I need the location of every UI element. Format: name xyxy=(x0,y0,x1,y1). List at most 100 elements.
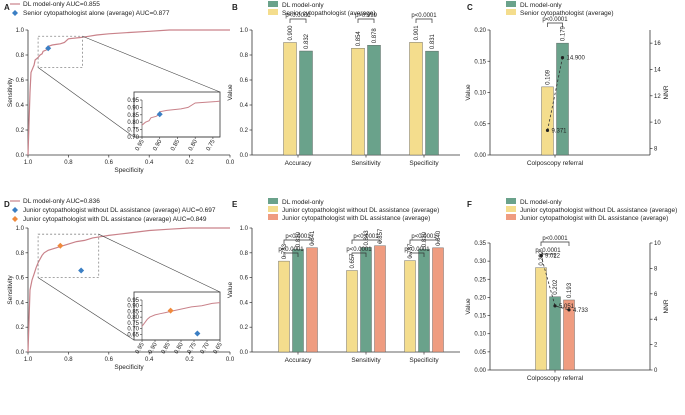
inset-x-tick-label: 0.75 xyxy=(206,138,217,152)
legend-label: Junior cytopathologist without DL assist… xyxy=(282,207,439,214)
y2-axis-title: NNR xyxy=(663,85,670,99)
y-tick-label: 0.6 xyxy=(16,276,25,282)
x-tick-label: Colposcopy referral xyxy=(527,375,584,382)
y-tick-label: 1.0 xyxy=(240,226,249,232)
y2-tick-label: 4 xyxy=(654,317,658,323)
legend-label: Junior cytopathologist without DL assist… xyxy=(23,207,216,214)
bar-value-label: 0.901 xyxy=(414,25,420,41)
nnr-point xyxy=(567,308,571,312)
significance-bracket xyxy=(409,252,425,257)
y-axis-title: Sensitivity xyxy=(7,275,14,305)
inset-y-tick-label: 0.80 xyxy=(127,315,139,321)
p-value-label: p<0.0001 xyxy=(404,247,430,253)
roc-curve-dl-model xyxy=(27,227,230,353)
x-axis-title: Specificity xyxy=(114,167,144,174)
legend-swatch xyxy=(506,9,516,15)
legend-swatch xyxy=(506,198,516,204)
legend-label: Junior cytopathologist with DL assistanc… xyxy=(282,215,430,222)
y-tick-label: 0.15 xyxy=(474,59,486,65)
x-tick-label: Sensitivity xyxy=(351,357,381,364)
zoom-region-box xyxy=(37,35,83,68)
bar-value-label: 0.843 xyxy=(364,230,370,246)
x-tick-label: 0.2 xyxy=(185,357,194,363)
p-value-label: p<0.0001 xyxy=(285,234,311,240)
panel-letter-D: D xyxy=(4,200,10,209)
y-tick-label: 0.05 xyxy=(474,350,486,356)
inset-x-tick-label: 0.65 xyxy=(213,341,224,355)
p-value-label: p<0.0001 xyxy=(411,13,437,19)
significance-bracket xyxy=(547,22,563,27)
reader-point-1 xyxy=(45,45,52,52)
bar-value-label: 0.841 xyxy=(310,230,316,246)
nnr-value-label: 9.371 xyxy=(552,128,568,134)
bar-senior-cytopathologist-average--0 xyxy=(283,42,297,156)
bar-value-label: 0.737 xyxy=(408,243,414,259)
legend-marker-swatch xyxy=(12,10,18,16)
inset-x-tick-label: 0.75 xyxy=(187,341,198,355)
y-tick-label: 0.2 xyxy=(16,325,25,331)
bar-senior-cytopathologist-average--1 xyxy=(351,48,365,156)
bar-junior-cytopathologist-with-dl-assistance-average--0 xyxy=(563,299,575,371)
y-tick-label: 0.4 xyxy=(16,103,25,109)
y-axis-title: Sensitivity xyxy=(7,77,14,107)
bar-junior-cytopathologist-without-dl-assistance-average--2 xyxy=(404,260,416,353)
legend-label: DL model-only xyxy=(520,199,562,206)
inset-y-tick-label: 0.65 xyxy=(127,332,139,338)
inset-frame xyxy=(133,291,221,341)
inset-y-tick-label: 0.90 xyxy=(127,105,139,111)
inset-y-tick-label: 0.95 xyxy=(127,298,139,304)
x-tick-label: 0.8 xyxy=(64,160,73,166)
y-tick-label: 0.20 xyxy=(474,28,486,34)
y2-tick-label: 6 xyxy=(654,292,658,298)
p-value-label: p<0.0001 xyxy=(542,17,568,23)
inset-x-tick-label: 0.90 xyxy=(148,341,159,355)
y-tick-label: 0.0 xyxy=(240,153,249,159)
nnr-point xyxy=(553,304,557,308)
bar-value-label: 0.109 xyxy=(546,69,552,85)
inset-y-tick-label: 0.70 xyxy=(127,327,139,333)
significance-bracket xyxy=(289,18,307,23)
inset-plot: 0.95 0.90 0.85 0.80 0.750.700.750.800.850.90… xyxy=(127,91,221,152)
bar-dl-model-only-1 xyxy=(360,247,372,353)
legend-swatch xyxy=(268,206,278,212)
nnr-point xyxy=(560,56,565,60)
inset-plot: 0.95 0.90 0.85 0.80 0.75 0.70 0.650.650.700.75… xyxy=(127,291,224,355)
inset-y-tick-label: 0.85 xyxy=(127,309,139,315)
inset-reader-point-2 xyxy=(167,307,174,314)
inset-frame xyxy=(133,91,221,138)
p-value-label: p<0.0001 xyxy=(353,234,379,240)
y-tick-label: 0.6 xyxy=(16,78,25,84)
significance-bracket xyxy=(540,241,570,246)
y-tick-label: 0.2 xyxy=(240,128,249,134)
x-tick-label: 0.6 xyxy=(105,357,114,363)
p-value-label: p<0.0001 xyxy=(535,248,561,254)
y-tick-label: 0.00 xyxy=(474,153,486,159)
y-tick-label: 0.25 xyxy=(474,277,486,283)
p-value-label: p<0.0001 xyxy=(285,13,311,19)
zoom-region-box xyxy=(37,233,100,278)
bar-value-label: 0.840 xyxy=(436,230,442,246)
bar-value-label: 0.830 xyxy=(296,231,302,247)
inset-y-tick-label: 0.90 xyxy=(127,304,139,310)
nnr-point xyxy=(545,128,550,132)
bar-junior-cytopathologist-without-dl-assistance-average--0 xyxy=(535,267,547,371)
x-tick-label: Accuracy xyxy=(285,357,312,364)
bar-value-label: 0.202 xyxy=(553,279,559,295)
zoom-connector xyxy=(37,67,135,138)
bar-dl-model-only-1 xyxy=(367,45,381,156)
inset-roc-curve xyxy=(142,100,220,126)
bar-value-label: 0.831 xyxy=(430,33,436,49)
significance-bracket xyxy=(409,239,439,244)
y-tick-label: 0.8 xyxy=(16,251,25,257)
legend-label: DL model-only xyxy=(282,199,324,206)
bar-senior-cytopathologist-average--2 xyxy=(409,42,423,156)
y-tick-label: 0.20 xyxy=(474,295,486,301)
y-axis-title: Value xyxy=(227,84,234,101)
y-tick-label: 0.4 xyxy=(240,300,249,306)
y-tick-label: 0.10 xyxy=(474,332,486,338)
panel-letter-E: E xyxy=(232,200,238,209)
nnr-value-label: 14.900 xyxy=(567,56,586,62)
x-tick-label: 0.4 xyxy=(145,357,154,363)
inset-x-tick-label: 0.95 xyxy=(135,138,146,152)
inset-reader-point-1 xyxy=(194,330,201,337)
